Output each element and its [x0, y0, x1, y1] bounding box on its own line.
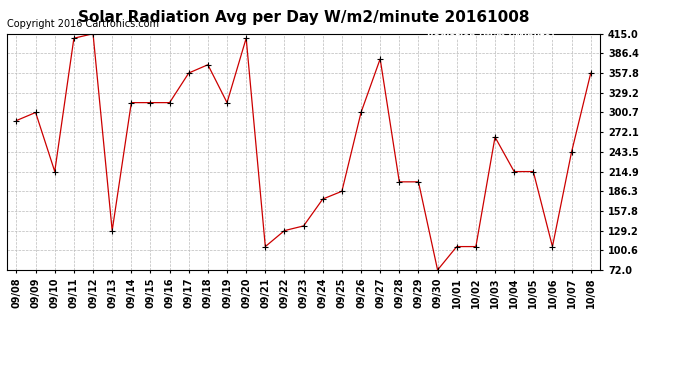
Title: Solar Radiation Avg per Day W/m2/minute 20161008: Solar Radiation Avg per Day W/m2/minute … — [78, 10, 529, 26]
Text: Copyright 2016 Cartronics.com: Copyright 2016 Cartronics.com — [7, 19, 159, 29]
